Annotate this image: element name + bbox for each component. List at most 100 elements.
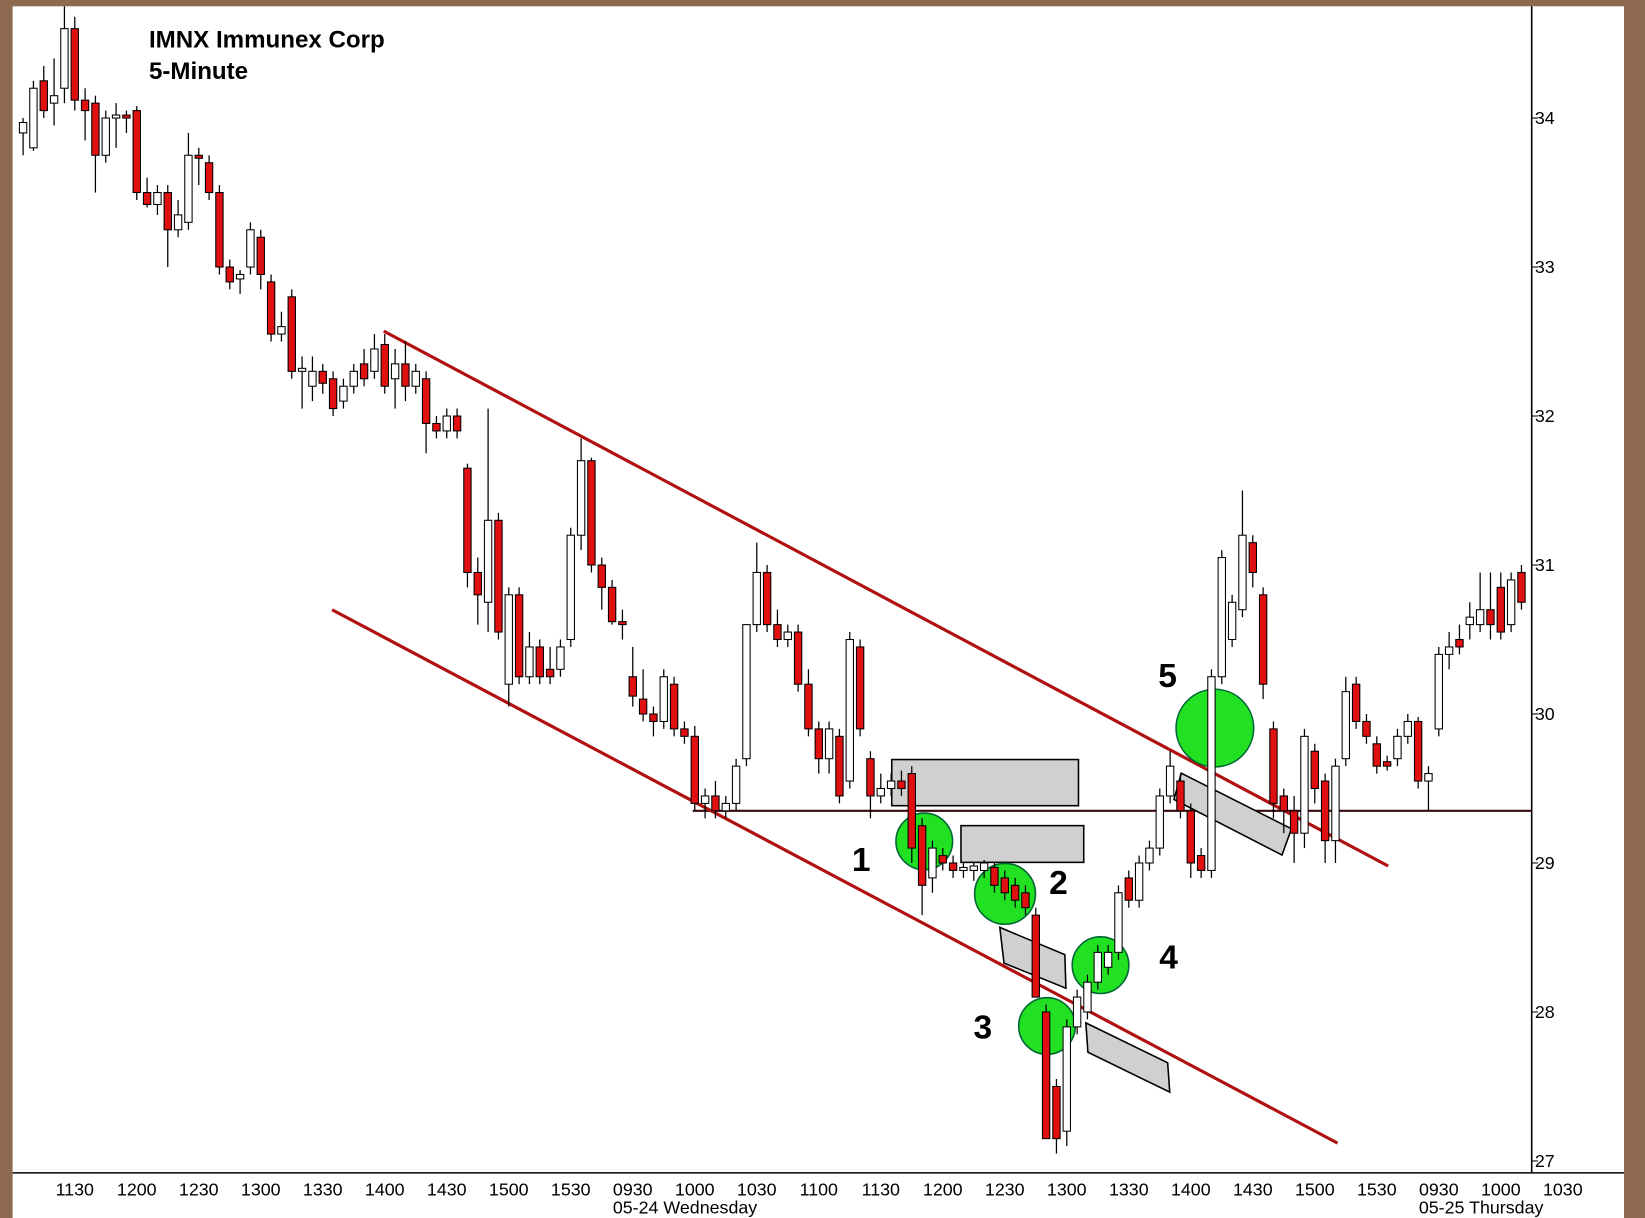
candle-body xyxy=(566,534,575,641)
x-tick-label: 1300 xyxy=(241,1180,281,1200)
y-tick-label: 30 xyxy=(1535,704,1555,724)
candle-body xyxy=(277,326,286,335)
candle-body xyxy=(1186,810,1195,864)
zone-box xyxy=(960,824,1085,864)
candle-body xyxy=(318,370,327,384)
candle-body xyxy=(721,802,730,812)
candle-body xyxy=(29,87,38,149)
candle-body xyxy=(762,571,772,626)
candle-body xyxy=(504,594,513,685)
candle-body xyxy=(153,192,162,205)
candle-body xyxy=(339,385,348,402)
x-tick-label: 1530 xyxy=(1357,1180,1397,1200)
candle-body xyxy=(742,624,751,760)
candle-body xyxy=(917,825,927,886)
candle-body xyxy=(1279,795,1288,812)
candle-body xyxy=(49,95,59,104)
candle-body xyxy=(1052,1085,1061,1140)
candle-body xyxy=(1455,638,1464,648)
y-tick-label: 27 xyxy=(1535,1151,1555,1171)
candle-body xyxy=(1083,981,1092,1013)
candle-body xyxy=(979,862,989,871)
candle-body xyxy=(1207,676,1216,871)
y-tick-label: 28 xyxy=(1535,1002,1555,1022)
candle-body xyxy=(1413,720,1423,782)
candle-body xyxy=(948,862,958,871)
candle-body xyxy=(525,646,534,678)
candle-body xyxy=(1269,728,1278,804)
candle-body xyxy=(1248,542,1257,573)
candle-body xyxy=(390,363,400,380)
candle-body xyxy=(959,866,968,871)
candle-body xyxy=(1289,810,1299,834)
candle-body xyxy=(1010,884,1020,901)
y-tick-label: 32 xyxy=(1535,406,1555,426)
zone-box xyxy=(890,758,1080,807)
candle-body xyxy=(184,154,193,223)
candle-body xyxy=(535,646,544,678)
x-tick-label: 1400 xyxy=(1171,1180,1211,1200)
candle-body xyxy=(1434,653,1443,730)
candle-body xyxy=(1227,601,1237,641)
candle-body xyxy=(545,668,555,678)
candle-body xyxy=(1465,616,1474,626)
candle-body xyxy=(163,192,172,231)
x-tick-label: 1430 xyxy=(427,1180,467,1200)
trend-line xyxy=(382,329,1389,868)
candle-body xyxy=(1444,646,1454,655)
candle-body xyxy=(1393,735,1402,760)
candle-body xyxy=(60,28,69,89)
x-tick-label: 1330 xyxy=(303,1180,343,1200)
candle-body xyxy=(1372,743,1381,767)
chart-title: IMNX Immunex Corp xyxy=(149,26,385,53)
candle-body xyxy=(907,773,916,849)
annotation-label: 4 xyxy=(1159,939,1178,976)
candle-body xyxy=(845,638,854,782)
annotation-label: 3 xyxy=(974,1010,993,1047)
x-tick-label: 1200 xyxy=(923,1180,963,1200)
candle-body xyxy=(452,415,462,432)
candle-body xyxy=(1124,877,1133,901)
candle-body xyxy=(824,728,834,760)
candle-body xyxy=(587,460,596,566)
date-label: 05-24 Wednesday xyxy=(613,1198,757,1218)
x-tick-label: 1000 xyxy=(675,1180,715,1200)
candle-body xyxy=(1041,1011,1051,1140)
candle-body xyxy=(1217,557,1226,678)
candle-body xyxy=(442,415,451,432)
candle-body xyxy=(773,624,782,641)
annotation-label: 5 xyxy=(1158,658,1177,695)
candle-body xyxy=(1021,892,1030,909)
y-tick-label: 33 xyxy=(1535,257,1555,277)
candle-body xyxy=(173,214,183,231)
y-tick-label: 34 xyxy=(1535,108,1555,128)
candle-body xyxy=(1062,1026,1071,1132)
candle-body xyxy=(1475,609,1485,626)
candle-body xyxy=(1134,862,1144,901)
candle-body xyxy=(793,631,803,685)
candle-body xyxy=(680,728,689,737)
y-tick-label: 29 xyxy=(1535,853,1555,873)
annotation-label: 2 xyxy=(1049,865,1068,902)
candle-body xyxy=(359,363,369,380)
candle-body xyxy=(1072,996,1082,1028)
candle-body xyxy=(411,370,420,387)
x-tick-label: 1230 xyxy=(985,1180,1025,1200)
candle-body xyxy=(866,758,875,797)
candle-body xyxy=(39,80,48,112)
candle-body xyxy=(463,467,472,573)
candle-body xyxy=(1103,951,1113,968)
candle-body xyxy=(928,847,937,879)
candle-body xyxy=(132,110,141,194)
x-tick-label: 1500 xyxy=(489,1180,529,1200)
candle-body xyxy=(1031,914,1040,998)
candle-body xyxy=(432,422,441,432)
candle-body xyxy=(328,378,338,410)
candle-body xyxy=(804,683,813,730)
candle-body xyxy=(897,780,906,790)
x-tick-label: 0930 xyxy=(1419,1180,1459,1200)
candle-body xyxy=(1310,750,1319,790)
candle-body xyxy=(700,795,710,804)
candle-body xyxy=(618,621,627,626)
